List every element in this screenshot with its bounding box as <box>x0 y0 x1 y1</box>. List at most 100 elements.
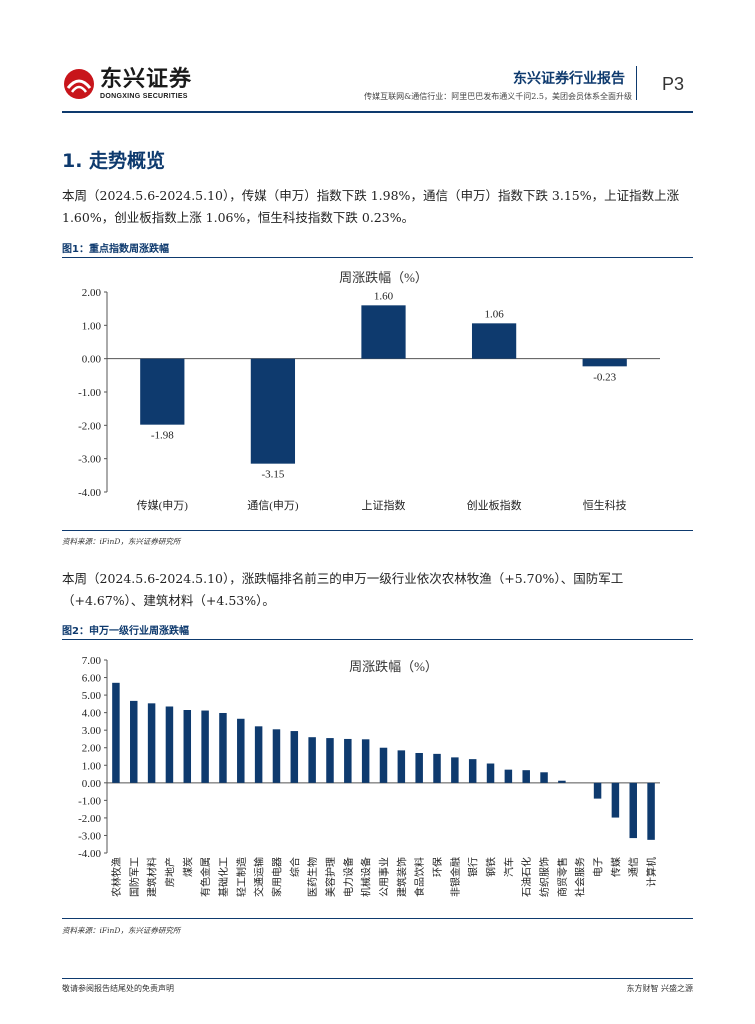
chart-1-y-tick-label: -2.00 <box>78 420 101 432</box>
chart-2-x-label: 银行 <box>467 857 480 877</box>
chart-2-x-label: 国防军工 <box>128 857 141 897</box>
chart-2-x-label: 房地产 <box>163 857 176 887</box>
chart-2-bar <box>326 738 334 783</box>
chart-2-y-tick-label: 5.00 <box>82 690 102 702</box>
chart-2-x-label: 公用事业 <box>378 857 391 897</box>
chart-2-x-label: 电子 <box>592 857 605 877</box>
chart-2-x-label: 环保 <box>431 857 444 877</box>
chart-2-x-label: 钢铁 <box>485 857 498 877</box>
chart-1-data-label: -3.15 <box>261 469 284 481</box>
logo-text: 东兴证券 DONGXING SECURITIES <box>100 68 192 102</box>
chart-2-x-label: 交通运输 <box>253 857 266 897</box>
chart-2-bar <box>540 772 548 783</box>
chart-2-bar <box>558 780 566 783</box>
chart-2-bar <box>397 750 406 783</box>
chart-2-x-label: 美容护理 <box>324 857 337 897</box>
chart-2-bar <box>183 710 192 783</box>
chart-2-x-label: 煤炭 <box>181 857 194 877</box>
chart-1-x-label: 创业板指数 <box>467 498 522 512</box>
chart-1-bar <box>250 358 296 464</box>
chart-2-bar <box>629 782 637 839</box>
chart-2-x-label: 机械设备 <box>360 857 373 897</box>
chart-2-x-label: 有色金属 <box>199 857 212 897</box>
chart-1-y-tick-label: 0.00 <box>82 354 102 366</box>
chart-1-data-label: 1.60 <box>374 290 394 302</box>
chart-2-bar <box>201 710 209 783</box>
figure-2-caption: 图2：申万一级行业周涨跌幅 <box>62 626 189 637</box>
chart-1-data-label: -1.98 <box>151 430 174 442</box>
chart-2-y-tick-label: 7.00 <box>82 655 102 667</box>
chart-2-bar <box>593 782 602 799</box>
chart-2-bar <box>361 739 370 783</box>
footer-slogan: 东方财智 兴盛之源 <box>626 984 693 993</box>
chart-2-x-label: 电力设备 <box>342 857 355 897</box>
chart-2-x-label: 非银金融 <box>449 857 462 897</box>
figure-1-bottom-rule <box>62 530 693 531</box>
chart-2-x-label: 传媒 <box>610 857 622 877</box>
chart-2-x-label: 计算机 <box>645 857 658 887</box>
footer-rule <box>62 978 693 979</box>
chart-2-y-tick-label: 3.00 <box>82 725 102 737</box>
chart-2-bar <box>237 718 245 783</box>
chart-2-y-tick-label: 6.00 <box>82 673 102 685</box>
chart-2-title: 周涨跌幅（%） <box>349 659 438 674</box>
chart-2-x-label: 建筑装饰 <box>395 857 408 897</box>
paragraph-2: 本周（2024.5.6-2024.5.10），涨跌幅排名前三的申万一级行业依次农… <box>62 571 624 608</box>
chart-2-bar <box>254 726 263 783</box>
chart-1-bar <box>361 305 406 359</box>
header-divider <box>636 66 637 100</box>
chart-2-x-label: 纺织服饰 <box>538 857 551 897</box>
logo-cn: 东兴证券 <box>100 67 193 92</box>
chart-2-x-label: 综合 <box>288 857 301 877</box>
chart-2-x-label: 基础化工 <box>217 857 230 897</box>
section-title: 1. 走势概览 <box>62 150 166 172</box>
report-subtitle: 传媒互联网&通信行业：阿里巴巴发布通义千问2.5，美团会员体系全面升级 <box>364 92 632 101</box>
chart-2-x-label: 食品饮料 <box>413 857 426 897</box>
chart-2-bar <box>272 729 281 783</box>
chart-2-y-tick-label: 0.00 <box>82 778 102 790</box>
figure-1-caption: 图1：重点指数周涨跌幅 <box>62 244 169 255</box>
chart-2-y-tick-label: 2.00 <box>82 743 102 755</box>
chart-1: 周涨跌幅（%） 2.00 1.00 0.00 -1.00 -2.00 -3.00 -4.00 -… <box>78 270 660 512</box>
chart-2-bar <box>290 731 299 783</box>
header-rule <box>62 111 693 113</box>
paragraph-1: 本周（2024.5.6-2024.5.10），传媒（申万）指数下跌 1.98%，… <box>62 188 680 225</box>
chart-2-y-tick-label: -4.00 <box>78 848 101 860</box>
chart-2-x-label: 商贸零售 <box>556 857 569 897</box>
chart-1-y-tick-label: 2.00 <box>82 287 102 299</box>
chart-2: 周涨跌幅（%） 7.00 6.00 5.00 4.00 3.00 2.00 1.00 0.00 -… <box>78 655 660 897</box>
chart-1-data-label: 1.06 <box>484 308 504 320</box>
chart-2-bar <box>308 737 316 783</box>
footer-disclaimer: 敬请参阅报告结尾处的免责声明 <box>62 984 174 993</box>
chart-2-x-label: 通信 <box>628 857 640 877</box>
chart-2-y-tick-label: -1.00 <box>78 795 101 807</box>
chart-2-bar <box>344 738 352 783</box>
figure-2-source: 资料来源：iFinD，东兴证券研究所 <box>62 926 181 935</box>
chart-2-bar <box>433 753 441 783</box>
chart-2-bar <box>112 682 120 783</box>
chart-2-x-label: 医药生物 <box>306 857 319 897</box>
chart-1-bar <box>471 323 517 359</box>
chart-1-y-tick-label: -4.00 <box>78 487 101 499</box>
page-number: P3 <box>662 74 685 94</box>
chart-2-bar <box>611 782 620 818</box>
chart-2-y-tick-label: -2.00 <box>78 813 101 825</box>
chart-2-bar <box>165 706 174 783</box>
chart-1-x-label: 上证指数 <box>362 498 406 512</box>
figure-1-top-rule <box>62 257 693 258</box>
chart-2-bar <box>468 759 477 783</box>
chart-2-x-label: 石油石化 <box>520 857 533 897</box>
chart-1-x-label: 传媒(申万) <box>137 499 189 512</box>
chart-2-bar <box>647 782 655 840</box>
chart-2-x-label: 汽车 <box>502 857 515 877</box>
chart-1-y-tick-label: -1.00 <box>78 387 101 399</box>
chart-2-bar <box>451 757 459 783</box>
chart-1-x-label: 通信(申万) <box>247 499 299 512</box>
chart-1-bar <box>140 358 185 425</box>
figure-2-bottom-rule <box>62 918 693 919</box>
chart-2-bar <box>415 752 423 783</box>
page-header: 东兴证券 DONGXING SECURITIES 东兴证券行业报告 传媒互联网&… <box>0 0 755 120</box>
figure-1-source: 资料来源：iFinD，东兴证券研究所 <box>62 537 181 546</box>
chart-2-y-tick-label: -3.00 <box>78 830 101 842</box>
dongxing-logo-icon <box>64 69 94 99</box>
